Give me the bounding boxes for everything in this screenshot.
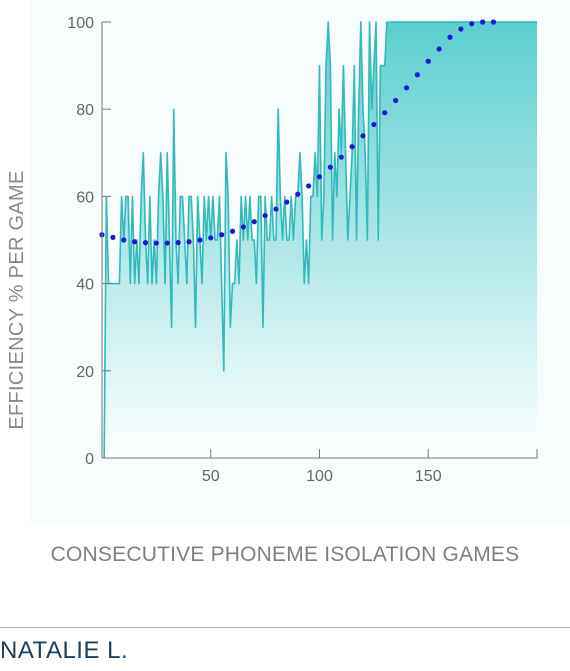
trend-point [447,34,453,40]
trend-point [436,46,442,52]
x-tick-label: 150 [415,468,442,485]
trend-point [229,228,236,234]
trend-point [251,219,257,225]
trend-point [262,212,268,219]
trend-point [458,26,464,32]
efficiency-area [104,22,538,458]
y-tick-label: 80 [76,102,94,119]
y-tick-label: 60 [76,189,94,206]
trend-point [121,237,127,243]
trend-point [306,183,312,189]
trend-point [240,224,246,230]
trend-point [425,58,431,64]
trend-point [316,174,323,180]
trend-point [186,239,192,245]
trend-point [403,85,410,91]
x-axis-label: CONSECUTIVE PHONEME ISOLATION GAMES [50,543,520,566]
trend-point [164,240,170,246]
trend-point [349,144,355,150]
trend-point [327,164,333,170]
trend-point [360,133,366,139]
trend-point [480,19,486,25]
y-tick-label: 0 [85,451,94,468]
y-tick-label: 20 [76,364,94,381]
efficiency-chart: 0 20 40 60 80 100 50 100 150 EFFICIENCY % PER GA… [6,15,538,485]
trend-point [142,240,149,246]
trend-point [175,240,181,246]
trend-point [414,72,420,78]
y-tick-label: 40 [76,277,94,294]
trend-point [371,121,377,128]
trend-point [153,240,159,246]
x-tick-label: 50 [202,468,220,485]
trend-point [132,239,138,245]
trend-point [295,191,301,197]
trend-point [197,237,203,243]
trend-point [273,206,279,212]
trend-point [110,234,116,240]
efficiency-line [103,21,537,459]
trend-point [338,154,344,160]
x-tick-label: 100 [306,468,333,485]
trend-point [393,97,399,104]
trend-point [219,232,225,238]
trend-point [284,199,290,205]
y-tick-label: 100 [67,15,94,32]
divider [0,627,570,628]
student-name: NATALIE L. [0,637,129,664]
trend-point [208,235,214,241]
y-axis-label: EFFICIENCY % PER GAME [6,170,28,429]
trend-point [469,21,475,27]
trend-point [382,110,388,116]
trend-point [490,19,497,25]
